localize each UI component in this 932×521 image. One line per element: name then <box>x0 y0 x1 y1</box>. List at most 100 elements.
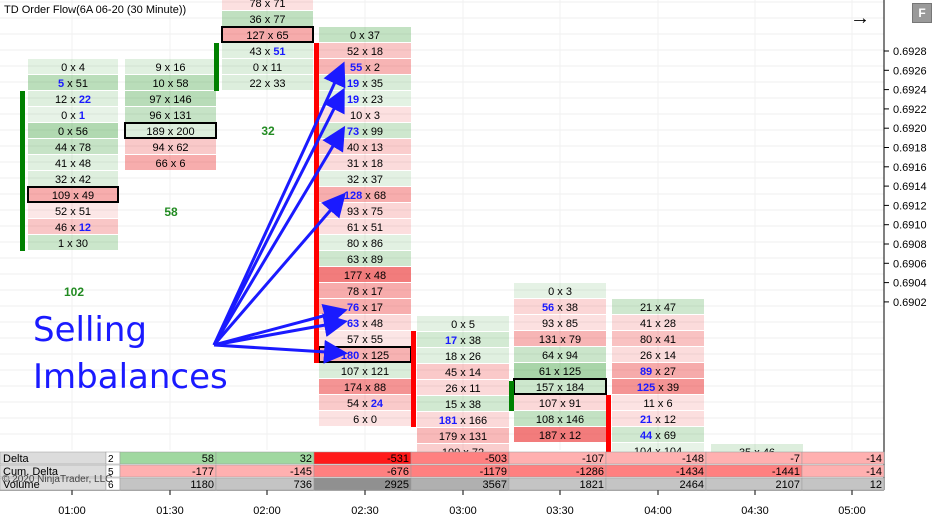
summary-value: -676 <box>387 466 409 478</box>
summary-value: -145 <box>290 466 312 478</box>
footprint-cell <box>125 139 216 154</box>
time-label: 01:00 <box>58 505 86 517</box>
footprint-cell <box>319 411 411 426</box>
cell-text: 41 x 48 <box>55 158 91 170</box>
summary-cell <box>801 451 885 465</box>
footprint-cell <box>417 364 509 379</box>
summary-cell <box>801 464 885 478</box>
footprint-cell <box>28 59 118 74</box>
summary-lead-value: 2 <box>108 454 114 465</box>
annotation-line-2: Imbalances <box>33 357 228 397</box>
cell-text: 19 x 35 <box>347 78 383 90</box>
bar-delta-label: 102 <box>64 285 84 299</box>
summary-value: -14 <box>866 453 882 465</box>
footprint-cell <box>222 11 313 26</box>
footprint-cell <box>612 299 704 314</box>
summary-cell <box>705 451 803 465</box>
footprint-cell <box>514 331 606 346</box>
cell-text: 26 x 14 <box>640 350 676 362</box>
cell-text: 0 x 5 <box>451 319 475 331</box>
candle-body <box>606 395 611 452</box>
cell-text: 128 x 68 <box>344 190 386 202</box>
footprint-cell <box>319 43 411 58</box>
cell-text: 177 x 48 <box>344 270 386 282</box>
footprint-cell <box>319 171 411 186</box>
cell-text: 54 x 24 <box>347 398 384 410</box>
summary-cell <box>801 477 885 491</box>
candle-body <box>20 91 25 251</box>
price-label: 0.6920 <box>893 123 927 135</box>
footprint-cell <box>319 27 411 42</box>
footprint-cell <box>612 411 704 426</box>
footprint-cell <box>514 411 606 426</box>
price-label: 0.6916 <box>893 162 927 174</box>
cell-text: 94 x 62 <box>152 142 188 154</box>
cell-text: 93 x 75 <box>347 206 383 218</box>
price-label: 0.6926 <box>893 65 927 77</box>
cell-text: 157 x 184 <box>536 382 584 394</box>
footprint-cell <box>514 283 606 298</box>
footprint-cell <box>612 363 704 378</box>
cell-text: 179 x 131 <box>439 431 487 443</box>
summary-label: Volume <box>3 479 40 491</box>
footprint-cell <box>222 0 313 10</box>
price-label: 0.6910 <box>893 220 927 232</box>
cell-text: 17 x 38 <box>445 335 481 347</box>
cell-text: 187 x 12 <box>539 430 581 442</box>
footprint-cell <box>319 235 411 250</box>
time-label: 03:30 <box>546 505 574 517</box>
time-axis: 01:00 01:30 02:00 02:30 03:00 03:30 04:00 04:30… <box>0 489 884 517</box>
footprint-cell <box>28 155 118 170</box>
footprint-cell <box>319 155 411 170</box>
cell-text: 108 x 146 <box>536 414 584 426</box>
footprint-cell <box>514 315 606 330</box>
imbalance-arrow <box>212 87 345 346</box>
cell-text: 36 x 77 <box>249 14 285 26</box>
footprint-cell <box>125 107 216 122</box>
footprint-cell <box>28 91 118 106</box>
summary-value: -107 <box>582 453 604 465</box>
time-label: 02:00 <box>253 505 281 517</box>
footprint-cell <box>417 332 509 347</box>
summary-value: -1441 <box>772 466 800 478</box>
summary-value: -1286 <box>576 466 604 478</box>
cell-text: 1 x 30 <box>58 238 88 250</box>
cell-text: 10 x 58 <box>152 78 188 90</box>
cell-text: 12 x 22 <box>55 94 91 106</box>
candle-body <box>314 43 319 363</box>
footprint-cell <box>125 59 216 74</box>
summary-value: -503 <box>485 453 507 465</box>
summary-label: Cum. Delta <box>3 466 59 478</box>
price-label: 0.6902 <box>893 297 927 309</box>
price-label: 0.6918 <box>893 143 927 155</box>
cell-text: 5 x 51 <box>58 78 88 90</box>
price-label: 0.6928 <box>893 46 927 58</box>
summary-table: Delta 2 58 32 -531 -503 -107 -148 -7 -14 Cum. Delt… <box>0 451 885 491</box>
price-label: 0.6906 <box>893 258 927 270</box>
summary-value: -7 <box>790 453 800 465</box>
summary-value: -531 <box>387 453 409 465</box>
cell-text: 31 x 18 <box>347 158 383 170</box>
cell-text: 64 x 94 <box>542 350 578 362</box>
price-label: 0.6922 <box>893 104 927 116</box>
footprint-cell <box>28 139 118 154</box>
cell-text: 80 x 86 <box>347 238 383 250</box>
footprint-cell <box>514 427 606 442</box>
cell-text: 57 x 55 <box>347 334 383 346</box>
cell-text: 181 x 166 <box>439 415 487 427</box>
copyright-text: © 2020 NinjaTrader, LLC <box>2 474 113 485</box>
footprint-cell <box>514 299 606 314</box>
footprint-cell <box>222 75 313 90</box>
footprint-cell <box>417 412 509 427</box>
time-label: 04:30 <box>741 505 769 517</box>
summary-value: 2464 <box>680 479 704 491</box>
imbalance-arrow <box>213 313 348 347</box>
cell-text: 18 x 26 <box>445 351 481 363</box>
summary-value: 736 <box>294 479 312 491</box>
footprint-cell <box>28 107 118 122</box>
cell-text: 52 x 18 <box>347 46 383 58</box>
cell-text: 66 x 6 <box>156 158 186 170</box>
cell-text: 6 x 0 <box>353 414 377 426</box>
cell-text: 78 x 71 <box>249 0 285 10</box>
